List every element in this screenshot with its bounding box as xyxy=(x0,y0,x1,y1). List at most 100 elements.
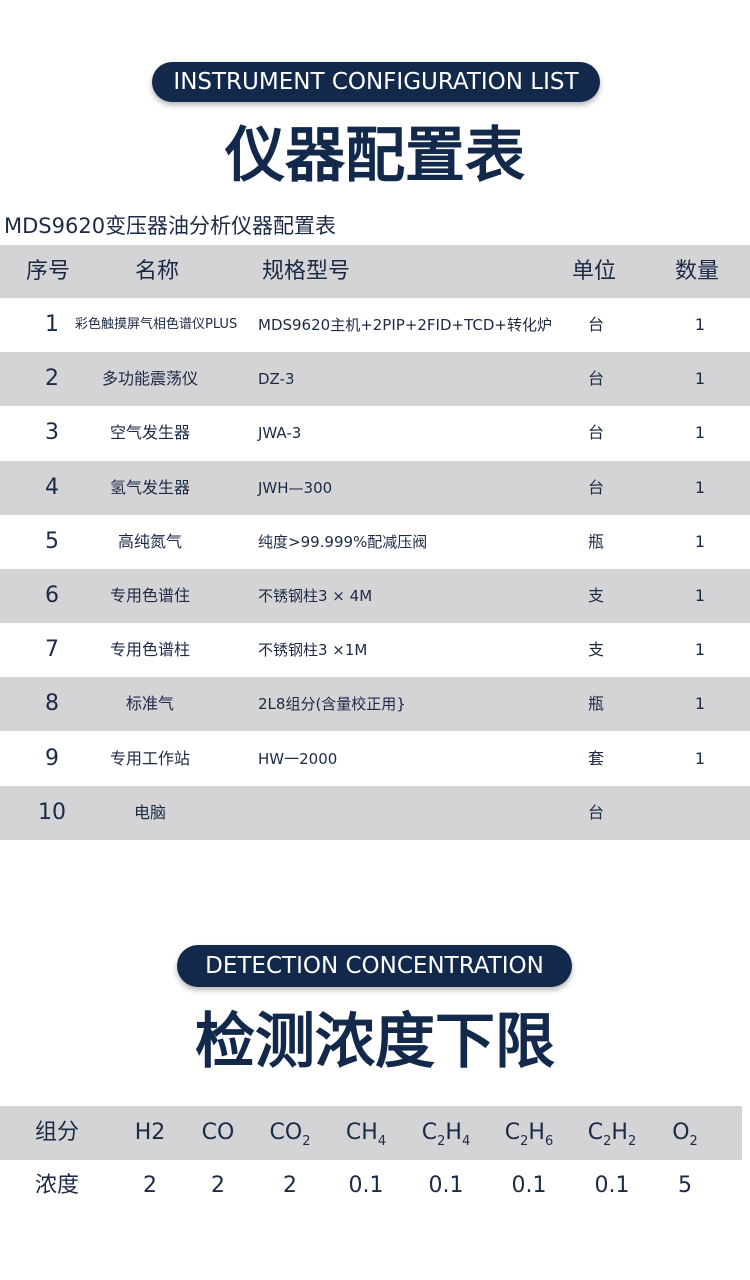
title: 检测浓度下限 xyxy=(195,1007,555,1077)
item-qty: 1 xyxy=(694,640,706,660)
badge: DETECTION CONCENTRATION xyxy=(177,945,572,987)
subscript: 2 xyxy=(689,1134,698,1149)
item-name: 空气发生器 xyxy=(109,423,190,443)
item-qty: 1 xyxy=(694,586,706,605)
row-number: 6 xyxy=(45,583,59,608)
item-spec: 不锈钢柱3 × 4M xyxy=(258,587,373,605)
item-name: 多功能震荡仪 xyxy=(101,369,198,389)
table-title: MDS9620变压器油分析仪器配置表 xyxy=(4,214,337,238)
component: C2H2 xyxy=(562,1106,662,1160)
item-spec: 不锈钢柱3 ×1M xyxy=(258,641,368,660)
subscript: 4 xyxy=(377,1134,387,1149)
row-number: 3 xyxy=(45,420,59,446)
badge: INSTRUMENT CONFIGURATION LIST xyxy=(152,62,600,102)
title: 仪器配置表 xyxy=(225,121,525,191)
header-cell: 序号 xyxy=(25,259,70,284)
header-cell: 规格型号 xyxy=(262,259,351,284)
formula-text: H xyxy=(528,1120,545,1145)
concentration: 2 xyxy=(211,1173,225,1198)
item-unit: 套 xyxy=(587,748,604,768)
item-unit: 台 xyxy=(587,315,604,334)
item-name: 专用色谱柱 xyxy=(109,640,190,660)
component: O2 xyxy=(635,1106,735,1160)
subscript: 2 xyxy=(627,1134,637,1149)
item-name: 氢气发生器 xyxy=(109,477,190,497)
concentration: 2 xyxy=(143,1173,157,1198)
item-name: 标准气 xyxy=(125,694,174,714)
row-label: 浓度 xyxy=(34,1173,79,1198)
concentration: 0.1 xyxy=(428,1173,464,1198)
formula-text: H xyxy=(445,1120,462,1145)
row-number: 10 xyxy=(38,799,66,825)
item-qty: 1 xyxy=(694,369,706,389)
concentration: 0.1 xyxy=(594,1173,630,1198)
row-number: 8 xyxy=(45,691,59,717)
component: H2 xyxy=(100,1106,200,1160)
component: C2H6 xyxy=(479,1106,579,1160)
header-label: 组分 xyxy=(34,1120,79,1145)
formula-text: O xyxy=(672,1120,690,1145)
item-spec: JWA-3 xyxy=(258,424,302,443)
formula-text: CO xyxy=(269,1120,303,1145)
row-number: 4 xyxy=(45,474,59,500)
subscript: 4 xyxy=(461,1134,471,1149)
item-qty: 1 xyxy=(694,315,706,334)
subscript: 2 xyxy=(302,1134,311,1149)
item-unit: 支 xyxy=(587,640,604,660)
component: CO xyxy=(168,1106,268,1160)
header-band xyxy=(0,245,750,298)
item-name: 专用色谱住 xyxy=(109,586,190,605)
item-unit: 台 xyxy=(587,369,604,389)
item-spec: JWH—300 xyxy=(258,478,333,497)
header-cell: 单位 xyxy=(571,259,616,284)
item-name: 高纯氮气 xyxy=(117,531,182,551)
item-unit: 瓶 xyxy=(587,694,604,714)
header-cell: 数量 xyxy=(674,259,719,284)
subscript: 2 xyxy=(520,1134,529,1149)
header-cell: 名称 xyxy=(134,259,179,284)
item-spec: DZ-3 xyxy=(258,370,295,389)
concentration: 2 xyxy=(283,1173,297,1198)
item-qty: 1 xyxy=(694,477,706,497)
item-spec: MDS9620主机+2PIP+2FID+TCD+转化炉 xyxy=(258,316,552,334)
item-spec: 2L8组分(含量校正用} xyxy=(258,695,406,714)
item-qty: 1 xyxy=(694,423,706,443)
row-number: 5 xyxy=(45,528,59,554)
row-number: 7 xyxy=(45,637,59,663)
component: CO2 xyxy=(240,1106,340,1160)
item-qty: 1 xyxy=(694,694,706,714)
subscript: 2 xyxy=(603,1134,612,1149)
row-band xyxy=(0,460,750,515)
formula-text: H2 xyxy=(134,1120,166,1145)
item-spec: 纯度>99.999%配减压阀 xyxy=(258,532,428,551)
component: C2H4 xyxy=(396,1106,496,1160)
subscript: 2 xyxy=(437,1134,446,1149)
item-unit: 支 xyxy=(587,586,604,605)
formula-text: CH xyxy=(345,1120,378,1145)
row-band xyxy=(0,785,750,840)
item-qty: 1 xyxy=(694,531,706,551)
item-unit: 瓶 xyxy=(587,531,604,551)
subscript: 6 xyxy=(544,1134,554,1149)
item-qty: 1 xyxy=(694,748,706,768)
formula-text: C xyxy=(587,1120,604,1145)
item-spec: HW一2000 xyxy=(258,749,338,768)
component: CH4 xyxy=(316,1106,416,1160)
item-unit: 台 xyxy=(587,423,604,443)
row-band xyxy=(0,569,750,623)
formula-text: C xyxy=(421,1120,438,1145)
header-band xyxy=(0,1106,742,1160)
item-name: 彩色触摸屏气相色谱仪PLUS xyxy=(75,317,238,332)
item-name: 专用工作站 xyxy=(109,748,190,768)
concentration: 0.1 xyxy=(511,1173,547,1198)
concentration: 5 xyxy=(678,1173,692,1198)
row-band xyxy=(0,352,750,407)
item-name: 电脑 xyxy=(133,802,166,822)
row-number: 2 xyxy=(45,366,59,392)
item-unit: 台 xyxy=(587,477,604,497)
row-band xyxy=(0,677,750,732)
row-number: 1 xyxy=(45,312,59,337)
formula-text: C xyxy=(504,1120,521,1145)
formula-text: H xyxy=(611,1120,628,1145)
